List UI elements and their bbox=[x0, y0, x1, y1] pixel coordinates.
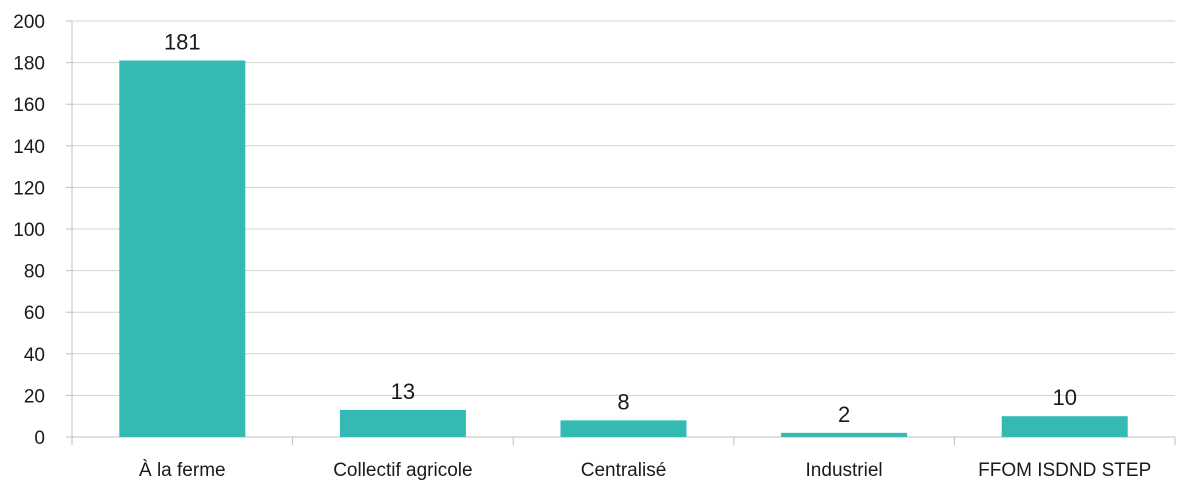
y-tick-label: 60 bbox=[24, 303, 45, 324]
bars bbox=[119, 60, 1128, 438]
bar bbox=[1001, 416, 1128, 437]
y-tick-label: 120 bbox=[13, 178, 45, 199]
y-tick-label: 20 bbox=[24, 386, 45, 407]
bar bbox=[119, 60, 246, 438]
x-tick-label: Industriel bbox=[806, 460, 883, 480]
data-labels: 181 13 8 2 10 bbox=[164, 30, 1077, 427]
data-label: 8 bbox=[617, 389, 629, 414]
data-label: 13 bbox=[391, 379, 415, 404]
y-tick-label: 0 bbox=[34, 428, 45, 449]
y-tick-label: 40 bbox=[24, 345, 45, 366]
x-tick-label: À la ferme bbox=[139, 460, 226, 480]
x-tick-label: Centralisé bbox=[581, 460, 667, 480]
bar bbox=[339, 409, 466, 437]
bar bbox=[560, 420, 687, 437]
x-tick-labels: À la ferme Collectif agricole Centralisé In… bbox=[139, 460, 1151, 481]
y-tick-label: 140 bbox=[13, 137, 45, 158]
y-tick-label: 180 bbox=[13, 54, 45, 75]
data-label: 2 bbox=[838, 402, 850, 427]
gridlines bbox=[72, 20, 1175, 396]
y-tick-label: 200 bbox=[13, 12, 45, 33]
y-tick-labels: 0 20 40 60 80 100 120 140 160 180 200 bbox=[13, 12, 45, 449]
y-tick-label: 100 bbox=[13, 220, 45, 241]
y-tick-label: 160 bbox=[13, 95, 45, 116]
x-tick-label: FFOM ISDND STEP bbox=[978, 460, 1151, 480]
y-tick-label: 80 bbox=[24, 262, 45, 283]
bar bbox=[781, 432, 908, 437]
data-label: 181 bbox=[164, 30, 201, 55]
data-label: 10 bbox=[1052, 385, 1076, 410]
x-tick-label: Collectif agricole bbox=[333, 460, 472, 480]
